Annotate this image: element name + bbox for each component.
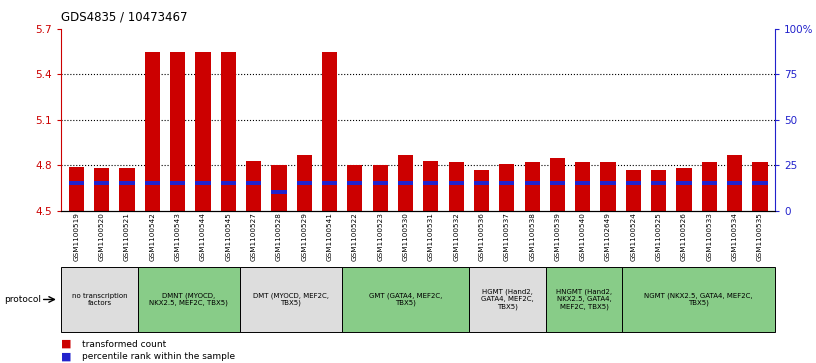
Bar [297, 155, 312, 211]
Bar [752, 182, 768, 185]
Text: ■: ■ [61, 351, 72, 362]
Text: protocol: protocol [4, 295, 41, 304]
Bar [727, 182, 743, 185]
Text: ■: ■ [61, 339, 72, 349]
Bar [322, 182, 337, 185]
Bar [550, 158, 565, 211]
Bar [144, 182, 160, 185]
Bar [499, 164, 514, 211]
Bar [144, 52, 160, 211]
Bar [601, 182, 616, 185]
Bar [702, 162, 717, 211]
Bar [525, 162, 539, 211]
Bar [373, 165, 388, 211]
Bar [398, 155, 413, 211]
Bar [69, 182, 84, 185]
Bar [272, 165, 286, 211]
Bar [424, 182, 438, 185]
Bar [424, 160, 438, 211]
Bar [170, 182, 185, 185]
Bar [94, 182, 109, 185]
Text: percentile rank within the sample: percentile rank within the sample [82, 352, 235, 361]
Bar [246, 182, 261, 185]
Text: transformed count: transformed count [82, 340, 166, 348]
Bar [195, 52, 211, 211]
Bar [348, 182, 362, 185]
Bar [119, 168, 135, 211]
Bar [449, 182, 463, 185]
Bar [676, 182, 692, 185]
Bar [322, 52, 337, 211]
Bar [676, 168, 692, 211]
Bar [499, 182, 514, 185]
Text: GDS4835 / 10473467: GDS4835 / 10473467 [61, 11, 188, 24]
Bar [348, 165, 362, 211]
Text: DMNT (MYOCD,
NKX2.5, MEF2C, TBX5): DMNT (MYOCD, NKX2.5, MEF2C, TBX5) [149, 293, 228, 306]
Bar [297, 182, 312, 185]
Bar [727, 155, 743, 211]
Bar [525, 182, 539, 185]
Bar [398, 182, 413, 185]
Bar [220, 182, 236, 185]
Bar [69, 167, 84, 211]
Bar [601, 162, 616, 211]
Bar [651, 182, 667, 185]
Bar [195, 182, 211, 185]
Bar [702, 182, 717, 185]
Bar [626, 170, 641, 211]
Bar [449, 162, 463, 211]
Bar [550, 182, 565, 185]
Bar [626, 182, 641, 185]
Text: NGMT (NKX2.5, GATA4, MEF2C,
TBX5): NGMT (NKX2.5, GATA4, MEF2C, TBX5) [645, 293, 753, 306]
Bar [575, 182, 590, 185]
Bar [752, 162, 768, 211]
Bar [94, 168, 109, 211]
Bar [246, 160, 261, 211]
Bar [651, 170, 667, 211]
Text: HNGMT (Hand2,
NKX2.5, GATA4,
MEF2C, TBX5): HNGMT (Hand2, NKX2.5, GATA4, MEF2C, TBX5… [556, 289, 612, 310]
Text: HGMT (Hand2,
GATA4, MEF2C,
TBX5): HGMT (Hand2, GATA4, MEF2C, TBX5) [481, 289, 534, 310]
Bar [119, 182, 135, 185]
Text: DMT (MYOCD, MEF2C,
TBX5): DMT (MYOCD, MEF2C, TBX5) [253, 293, 329, 306]
Text: no transcription
factors: no transcription factors [72, 293, 127, 306]
Bar [373, 182, 388, 185]
Text: GMT (GATA4, MEF2C,
TBX5): GMT (GATA4, MEF2C, TBX5) [369, 293, 442, 306]
Bar [575, 162, 590, 211]
Bar [474, 182, 489, 185]
Bar [170, 52, 185, 211]
Bar [272, 191, 286, 194]
Bar [474, 170, 489, 211]
Bar [220, 52, 236, 211]
